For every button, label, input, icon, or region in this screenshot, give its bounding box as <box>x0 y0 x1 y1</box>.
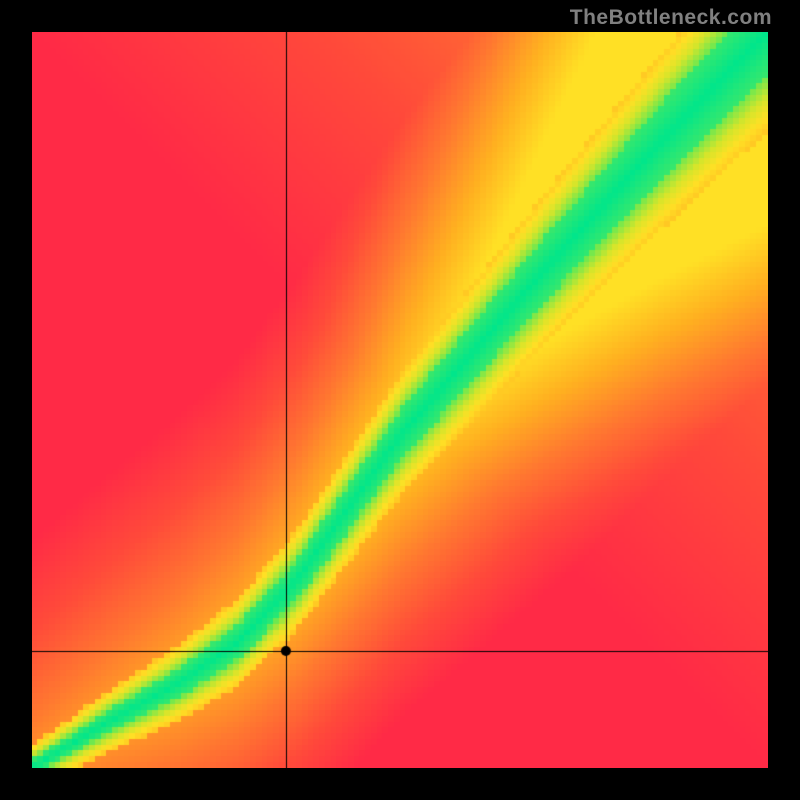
heatmap-plot <box>32 32 768 768</box>
heatmap-canvas <box>32 32 768 768</box>
watermark-text: TheBottleneck.com <box>570 6 772 30</box>
